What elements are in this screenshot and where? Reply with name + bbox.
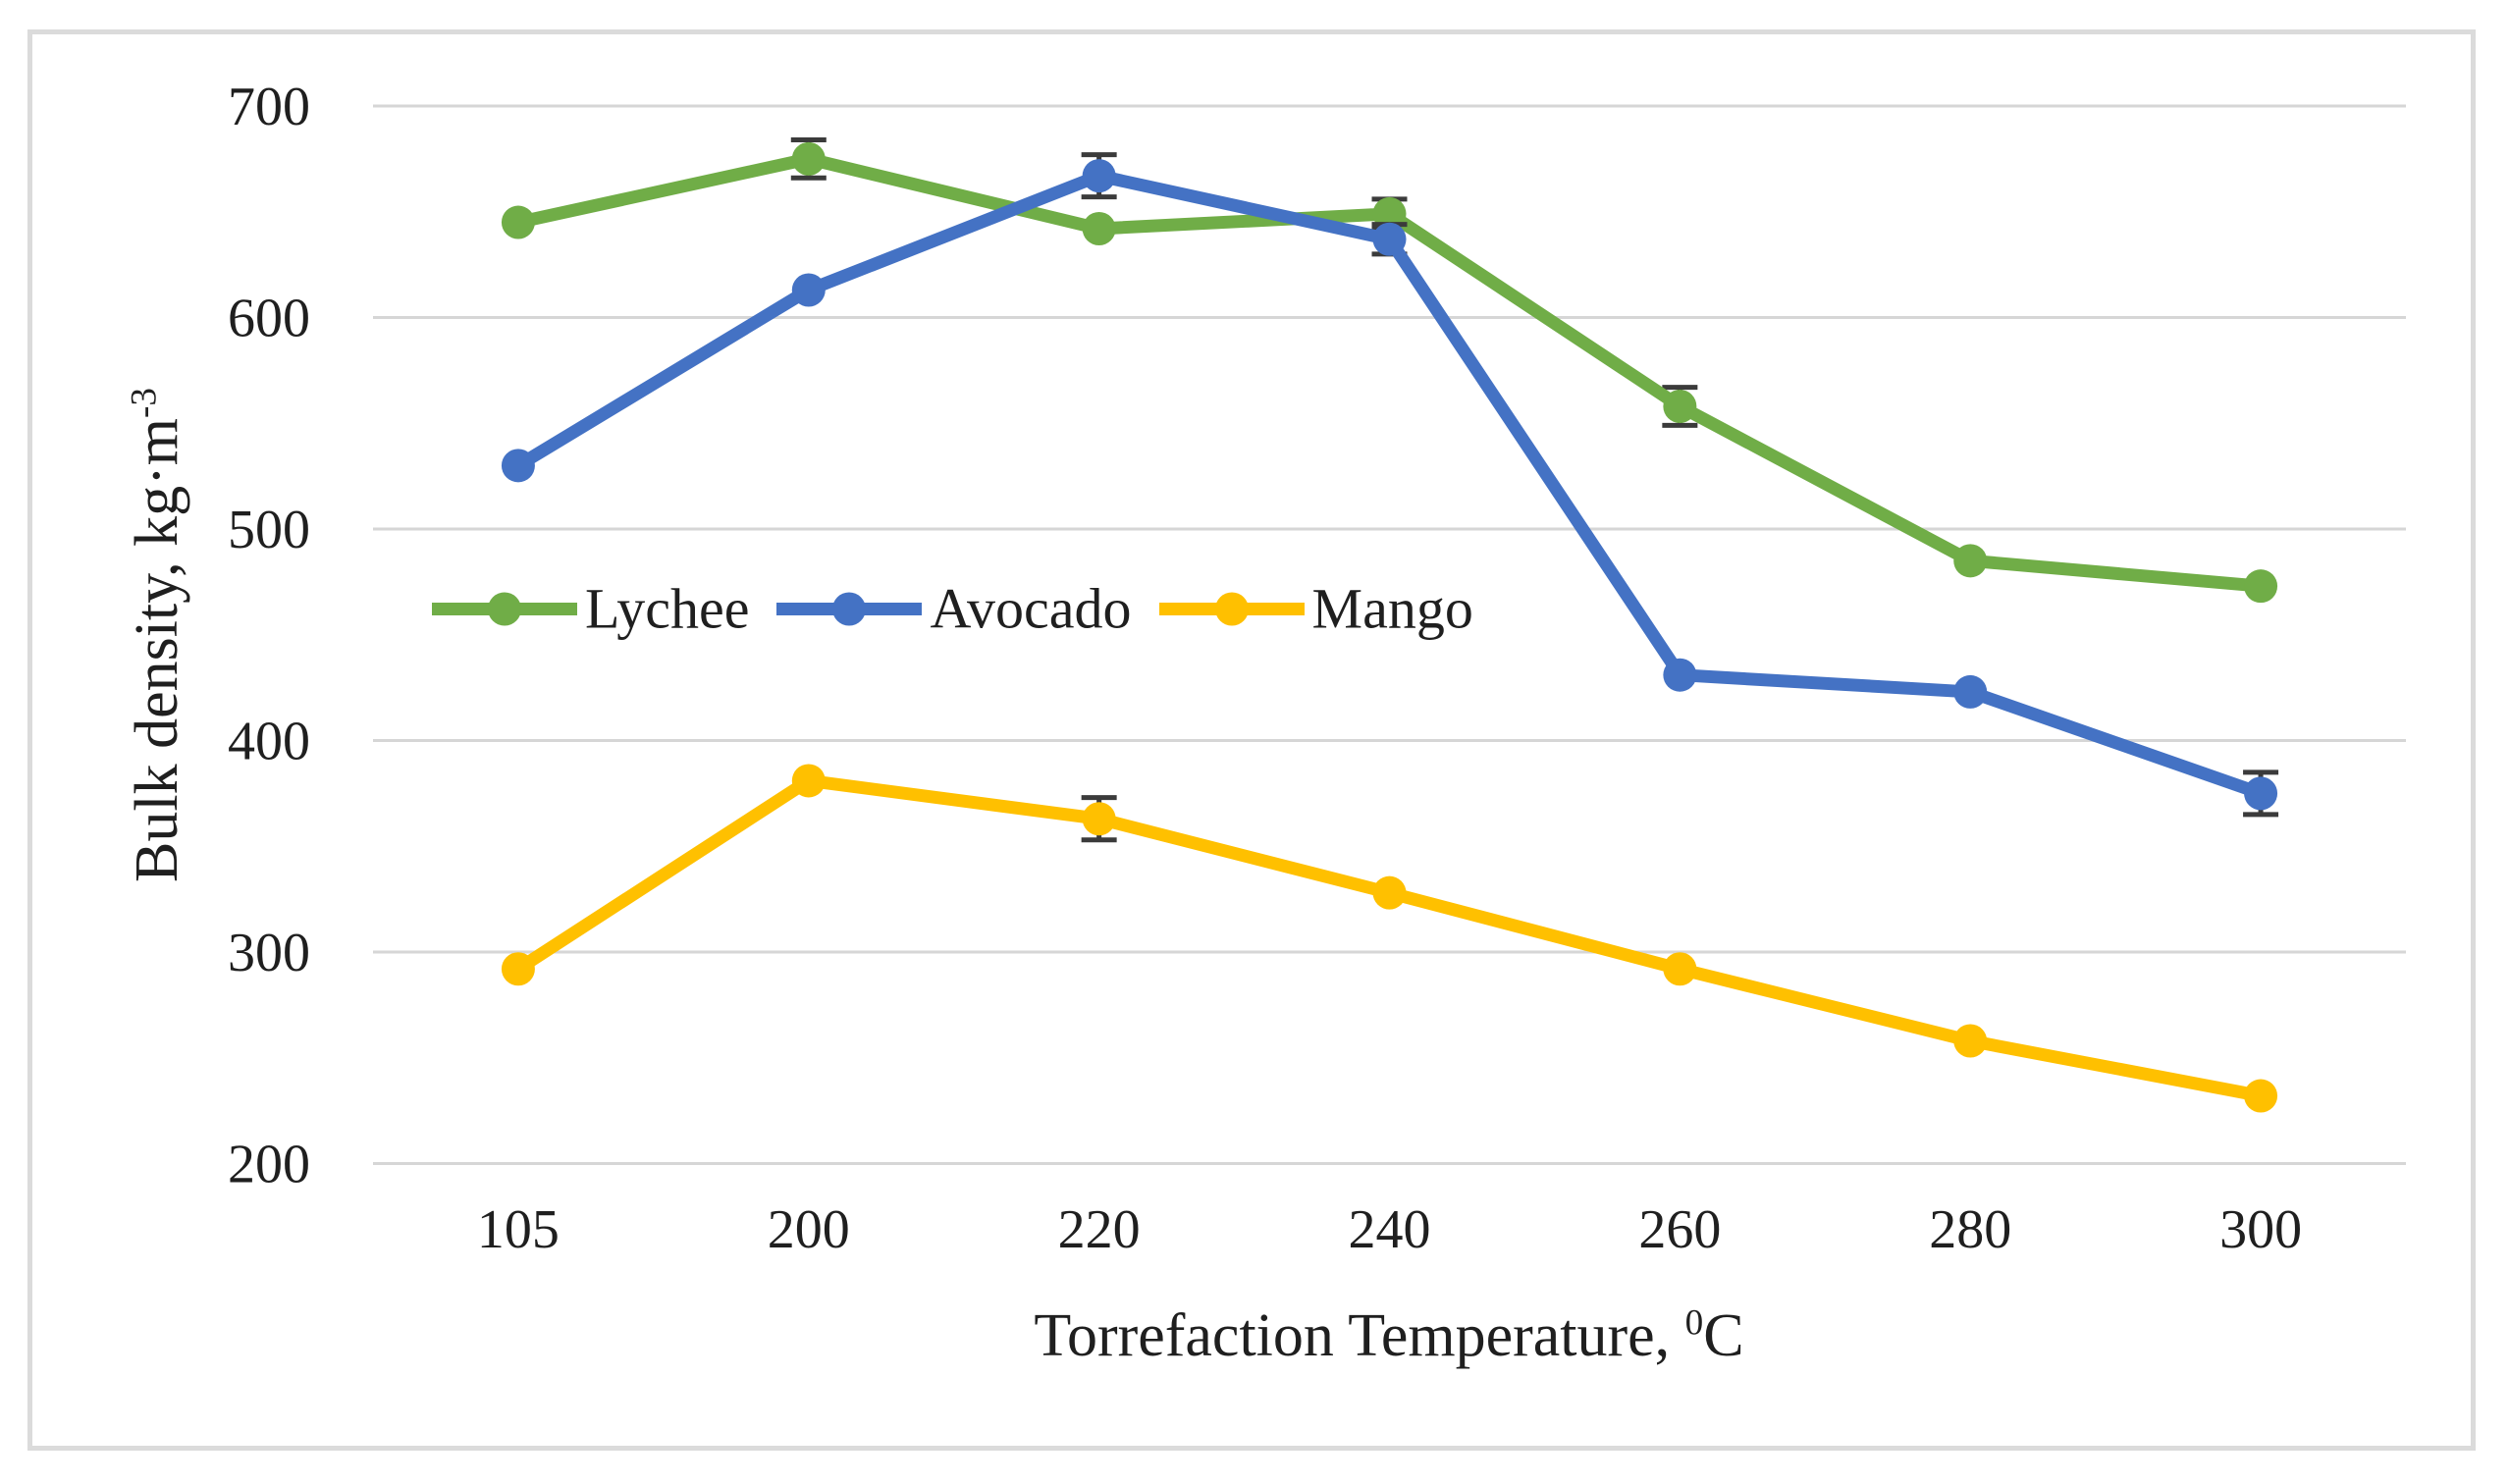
x-tick-label-300: 300 [2219, 1199, 2302, 1260]
marker-avocado-105 [501, 449, 535, 483]
legend-label-avocado: Avocado [930, 576, 1132, 641]
marker-lychee-200 [791, 141, 826, 176]
x-tick-label-200: 200 [768, 1199, 850, 1260]
y-tick-label-200: 200 [228, 1135, 310, 1195]
marker-lychee-220 [1082, 211, 1116, 245]
marker-avocado-300 [2244, 776, 2278, 811]
y-tick-label-700: 700 [228, 77, 310, 137]
marker-avocado-260 [1663, 658, 1697, 692]
legend-item-mango: Mango [1157, 576, 1473, 642]
marker-lychee-300 [2244, 569, 2278, 604]
marker-avocado-220 [1082, 159, 1116, 193]
marker-avocado-200 [791, 273, 826, 307]
marker-avocado-280 [1953, 674, 1988, 709]
series-line-mango [511, 773, 2268, 1103]
x-axis-title: Torrefaction Temperature, 0C [1034, 1301, 1743, 1371]
series-line-avocado [511, 169, 2268, 800]
marker-mango-200 [791, 764, 826, 798]
legend-item-avocado: Avocado [774, 576, 1132, 642]
x-tick-label-260: 260 [1638, 1199, 1721, 1260]
marker-avocado-240 [1372, 222, 1407, 256]
marker-mango-240 [1372, 875, 1407, 910]
y-axis-title-text: Bulk density, kg·m [124, 417, 190, 883]
x-tick-label-280: 280 [1929, 1199, 2011, 1260]
legend-item-lychee: Lychee [430, 576, 749, 642]
legend-label-mango: Mango [1311, 576, 1473, 641]
marker-lychee-260 [1663, 390, 1697, 424]
marker-lychee-105 [501, 205, 535, 239]
y-tick-label-400: 400 [228, 712, 310, 772]
y-tick-label-500: 500 [228, 500, 310, 560]
x-axis-title-superscript: 0 [1684, 1302, 1704, 1344]
legend-label-lychee: Lychee [585, 576, 750, 641]
y-axis-title: Bulk density, kg·m-3 [118, 46, 196, 1224]
legend: Lychee Avocado Mango [430, 576, 1473, 642]
x-tick-label-240: 240 [1349, 1199, 1431, 1260]
lychee-line-marker-icon [432, 592, 577, 625]
marker-mango-300 [2244, 1079, 2278, 1113]
y-axis-title-superscript: -3 [124, 388, 165, 418]
marker-mango-260 [1663, 952, 1697, 986]
x-axis-title-text: Torrefaction Temperature, [1034, 1302, 1685, 1369]
marker-mango-220 [1082, 802, 1116, 836]
x-axis-title-unit: C [1703, 1302, 1744, 1369]
x-tick-label-105: 105 [477, 1199, 560, 1260]
marker-lychee-280 [1953, 544, 1988, 578]
x-tick-label-220: 220 [1058, 1199, 1141, 1260]
marker-mango-280 [1953, 1024, 1988, 1058]
y-tick-label-300: 300 [228, 923, 310, 983]
marker-mango-105 [501, 952, 535, 986]
mango-line-marker-icon [1158, 592, 1305, 625]
y-tick-label-600: 600 [228, 289, 310, 349]
avocado-line-marker-icon [776, 592, 923, 625]
